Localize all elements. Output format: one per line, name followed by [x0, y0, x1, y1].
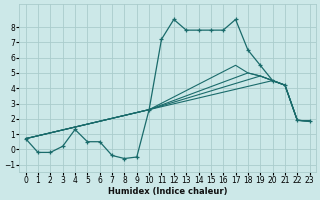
X-axis label: Humidex (Indice chaleur): Humidex (Indice chaleur): [108, 187, 228, 196]
